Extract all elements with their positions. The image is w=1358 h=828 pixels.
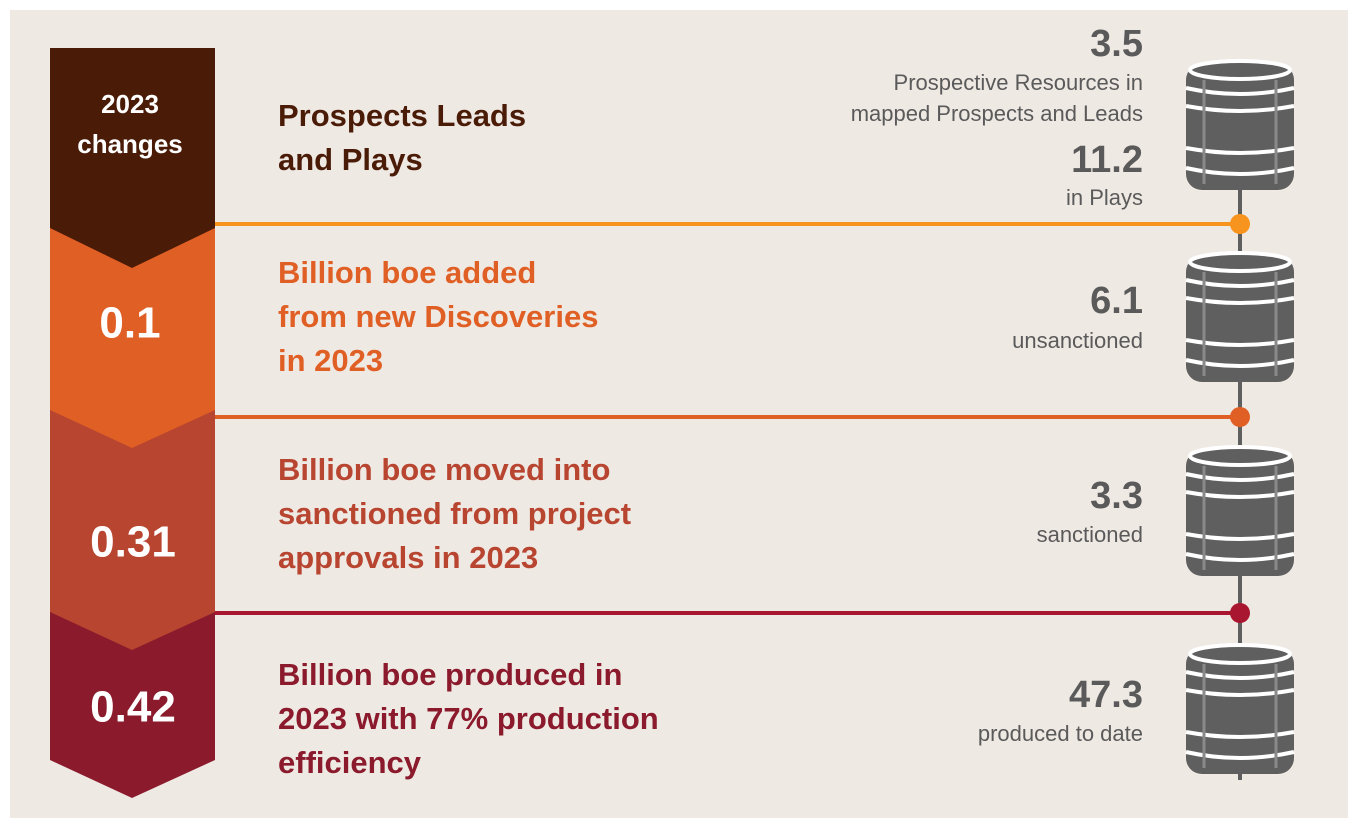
heading: Billion boe added [278, 255, 536, 290]
resource-value: 6.1 [1090, 280, 1143, 322]
change-value: 0.42 [90, 683, 176, 732]
change-value: 0.1 [99, 299, 160, 348]
resource-label: unsanctioned [1012, 328, 1143, 353]
resource-label: produced to date [978, 721, 1143, 746]
heading: from new Discoveries [278, 299, 598, 334]
resource-value: 47.3 [1069, 674, 1143, 716]
heading: 2023 with 77% production [278, 701, 659, 736]
background [10, 10, 1348, 818]
heading: approvals in 2023 [278, 540, 538, 575]
resource-label: in Plays [1066, 185, 1143, 210]
chevron [50, 48, 215, 268]
chevron [50, 228, 215, 448]
heading: efficiency [278, 745, 422, 780]
change-value: 0.31 [90, 518, 176, 567]
heading: Billion boe moved into [278, 452, 610, 487]
resource-label: mapped Prospects and Leads [851, 101, 1143, 126]
heading: Prospects Leads [278, 98, 526, 133]
heading: and Plays [278, 142, 423, 177]
dot [1230, 407, 1250, 427]
resource-value: 3.3 [1090, 475, 1143, 517]
dot [1230, 603, 1250, 623]
resource-label: sanctioned [1037, 522, 1143, 547]
label: 2023 [101, 89, 159, 119]
heading: Billion boe produced in [278, 657, 622, 692]
label: changes [77, 129, 183, 159]
resource-label: Prospective Resources in [894, 70, 1143, 95]
barrel [1184, 59, 1296, 192]
resource-value: 11.2 [1071, 139, 1143, 181]
chevron [50, 410, 215, 650]
resource-value: 3.5 [1090, 23, 1143, 65]
chevron [50, 612, 215, 798]
barrel [1184, 251, 1296, 384]
dot [1230, 214, 1250, 234]
barrel [1184, 445, 1296, 578]
heading: sanctioned from project [278, 496, 631, 531]
barrel [1184, 643, 1296, 776]
heading: in 2023 [278, 343, 383, 378]
